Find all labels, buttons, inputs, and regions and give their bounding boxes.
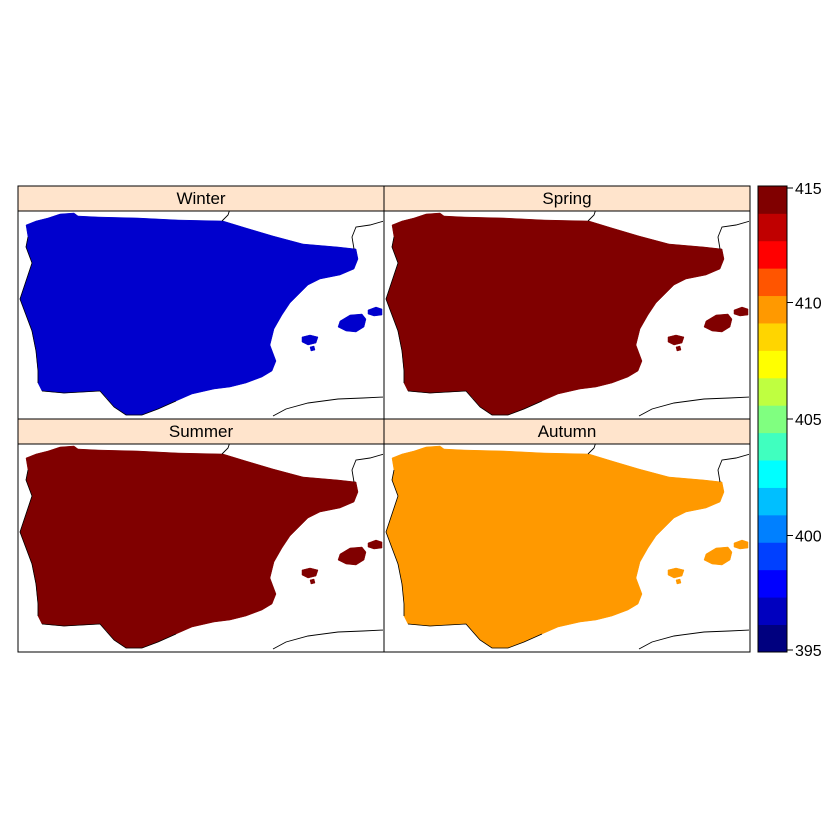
panel-map-spring xyxy=(383,210,751,420)
color-key-swatch xyxy=(758,624,787,653)
color-key-swatch xyxy=(758,514,787,543)
panel-spring: Spring xyxy=(383,185,751,420)
color-key-swatch xyxy=(758,295,787,324)
color-key-tick-label: 415 xyxy=(795,181,822,198)
color-key-tick-label: 395 xyxy=(795,643,822,660)
map-panels: Winter Spring Summer Autumn xyxy=(17,185,751,653)
color-key-swatch xyxy=(758,377,787,406)
color-key-swatches xyxy=(758,186,787,653)
panel-summer: Summer xyxy=(17,418,385,653)
panel-autumn: Autumn xyxy=(383,418,751,653)
panel-map-winter xyxy=(17,210,385,420)
color-key-swatch xyxy=(758,432,787,461)
panel-winter: Winter xyxy=(17,185,385,420)
color-key-tick-label: 400 xyxy=(795,529,822,546)
color-key-ticks: 395 400 405 410 415 xyxy=(787,181,822,660)
color-key-tick-label: 405 xyxy=(795,412,822,429)
color-key: 395 400 405 410 415 xyxy=(757,181,822,660)
color-key-swatch xyxy=(758,213,787,242)
color-key-swatch xyxy=(758,240,787,269)
color-key-swatch xyxy=(758,542,787,571)
panel-title-winter: Winter xyxy=(176,189,225,208)
panel-title-spring: Spring xyxy=(542,189,591,208)
color-key-swatch xyxy=(758,569,787,598)
color-key-tick-label: 410 xyxy=(795,296,822,313)
color-key-swatch xyxy=(758,350,787,379)
panel-map-summer xyxy=(17,443,385,653)
color-key-swatch xyxy=(758,405,787,434)
color-key-swatch xyxy=(758,597,787,625)
color-key-swatch xyxy=(758,460,787,488)
color-key-swatch xyxy=(758,186,787,214)
panel-frame xyxy=(383,443,751,653)
color-key-swatch xyxy=(758,323,787,351)
color-key-swatch xyxy=(758,268,787,297)
panel-title-autumn: Autumn xyxy=(538,422,597,441)
panel-title-summer: Summer xyxy=(169,422,234,441)
panel-strip-winter xyxy=(17,185,385,212)
color-key-swatch xyxy=(758,487,787,516)
panel-map-autumn xyxy=(383,443,751,653)
panel-strip-spring xyxy=(383,185,751,212)
